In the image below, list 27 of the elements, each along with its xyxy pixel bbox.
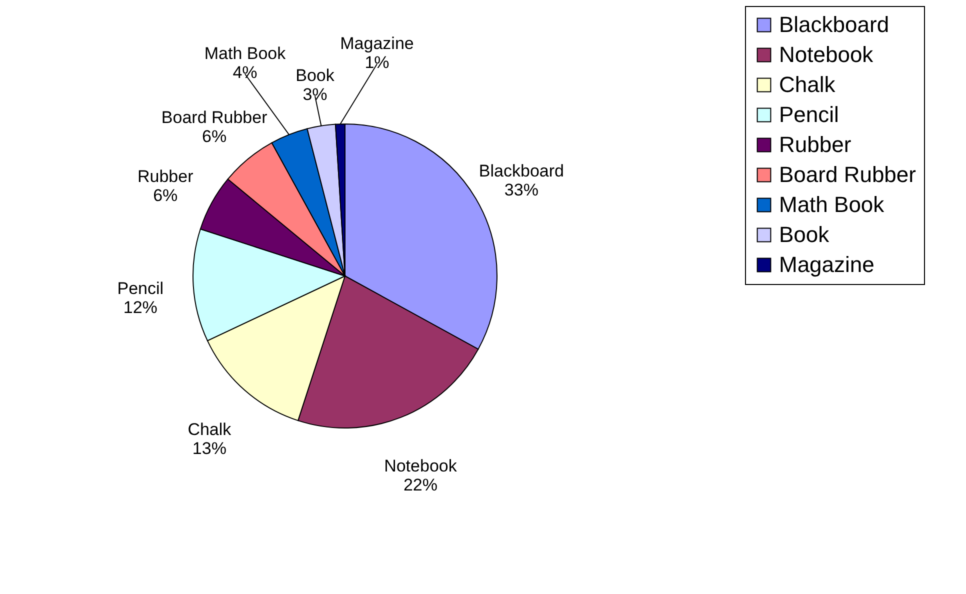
slice-label: Pencil [117,278,164,298]
data-label: 33% [504,180,538,200]
data-label: 6% [153,186,178,206]
legend-label: Magazine [779,252,874,277]
data-label: 6% [202,127,227,146]
legend-label: Chalk [779,72,836,97]
data-label: 13% [192,438,226,458]
legend-label: Pencil [779,102,839,127]
slice-label: Book [296,66,335,85]
data-label: 22% [403,476,438,495]
data-label: 12% [123,298,158,317]
slice-label: Chalk [188,420,232,439]
legend-label: Math Book [779,192,886,217]
slice-label: Rubber [137,167,194,186]
legend-label: Rubber [779,132,852,157]
slice-label: Math Book [204,44,286,63]
slice-label: Notebook [384,456,458,476]
data-label: 3% [302,85,328,104]
slice-label: Board Rubber [161,108,268,128]
slice-label: Magazine [340,34,414,53]
data-label: 4% [232,63,258,82]
legend-label: Book [779,222,830,247]
data-label: 1% [364,53,390,72]
legend-label: Board Rubber [779,162,916,187]
legend-label: Notebook [779,42,874,67]
slice-label: Blackboard [478,162,564,181]
legend-label: Blackboard [779,12,890,37]
